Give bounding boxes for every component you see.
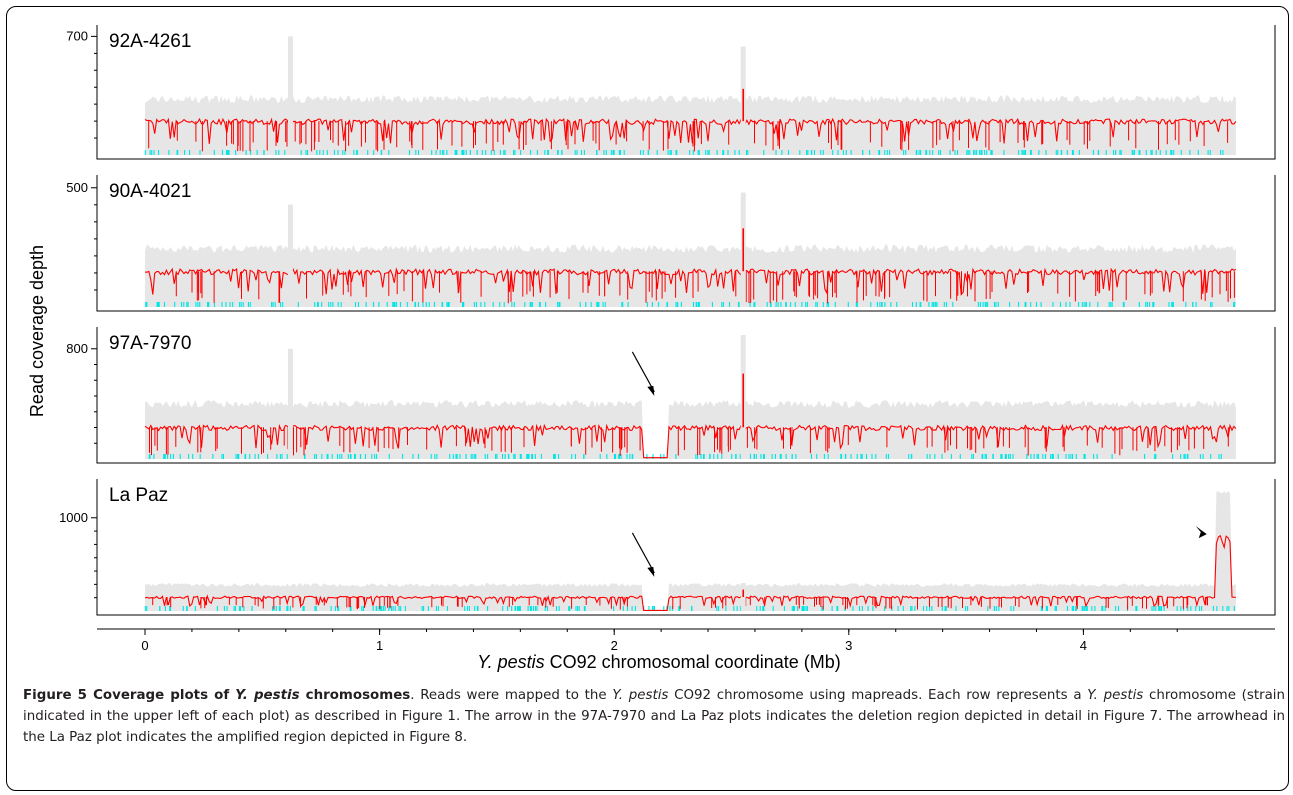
depth-dropouts [149,427,1229,456]
deletion-arrow-shaft [631,532,655,574]
panel-0: 92A-4261 700 [66,25,1276,160]
depth-median-line [144,267,1237,296]
depth-range-band [145,244,1236,307]
panel-frame [96,175,1276,312]
spike-range [287,36,293,156]
caption-s2-italic: Y. pestis [1087,688,1144,703]
low-coverage-marks [148,454,1222,459]
y-tick-label: 700 [66,28,88,43]
panel-2: 97A-7970 800 [66,327,1276,464]
low-coverage-marks [144,150,1224,155]
caption-s2: CO92 chromosome using mapreads. Each row… [668,688,1088,703]
depth-median-line [144,117,1237,144]
deletion-arrow-head [647,566,655,577]
deletion-arrow-shaft [631,351,655,393]
figure-caption: Figure 5 Coverage plots of Y. pestis chr… [23,685,1285,748]
x-axis-label-italic: Y. pestis [477,652,544,672]
amplification-arrowhead [1195,526,1207,539]
panel-strain-label: 97A-7970 [109,333,191,354]
x-axis-label: Y. pestis CO92 chromosomal coordinate (M… [477,652,841,672]
x-tick-label: 0 [141,638,148,653]
caption-s1-italic: Y. pestis [612,688,669,703]
low-coverage-marks [144,606,1235,611]
spike-range [287,204,293,307]
panel-frame [96,25,1276,160]
caption-s1: . Reads were mapped to the [410,688,613,703]
caption-title-prefix: Coverage plots of [86,688,236,703]
panel-strain-label: 90A-4021 [109,181,191,202]
panel-frame [96,327,1276,464]
panel-1: 90A-4021 500 [66,175,1276,312]
x-tick-label: 2 [611,638,618,653]
caption-title-suffix: chromosomes [299,688,411,703]
panel-strain-label: 92A-4261 [109,31,191,52]
caption-figure-label: Figure 5 [23,688,87,703]
figure-frame: 92A-4261 700 90A-4021 500 97A-7970 800 La Paz 1… [6,6,1289,791]
depth-dropouts [148,121,1229,152]
panel-frame [96,479,1276,616]
x-tick-label: 1 [376,638,383,653]
caption-s3: chromosome (strain indicated in the uppe… [23,688,1285,745]
caption-title-italic: Y. pestis [235,688,300,703]
spike-range [287,348,293,459]
y-axis-label: Read coverage depth [27,245,47,417]
low-coverage-marks [145,302,1236,307]
panel-3: La Paz 1000 [59,479,1276,616]
x-axis: 0 1 2 3 4 [97,628,1275,653]
coverage-figure: 92A-4261 700 90A-4021 500 97A-7970 800 La Paz 1… [27,25,1276,672]
panels-group: 92A-4261 700 90A-4021 500 97A-7970 800 La Paz 1… [59,25,1276,616]
depth-range-band [145,491,1236,611]
x-tick-label: 3 [845,638,852,653]
depth-median-line [144,423,1237,459]
x-tick-label: 4 [1080,638,1087,653]
depth-dropouts [175,271,1235,304]
x-axis-label-rest: CO92 chromosomal coordinate (Mb) [545,652,841,672]
y-tick-label: 500 [66,180,88,195]
depth-dropouts [152,597,1208,610]
panel-strain-label: La Paz [109,485,168,506]
deletion-arrow-head [647,385,655,396]
depth-median-line [144,534,1236,611]
y-tick-label: 800 [66,341,88,356]
y-tick-label: 1000 [59,510,88,525]
